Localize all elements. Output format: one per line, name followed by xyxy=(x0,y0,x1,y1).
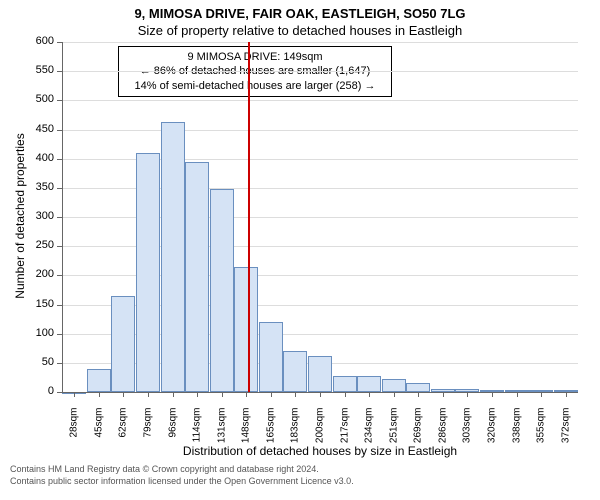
x-tick xyxy=(418,392,419,397)
y-tick-label: 200 xyxy=(24,268,54,280)
x-tick xyxy=(443,392,444,397)
y-tick-label: 600 xyxy=(24,35,54,47)
x-tick-label: 96sqm xyxy=(167,408,178,448)
footer-attribution: Contains HM Land Registry data © Crown c… xyxy=(10,464,354,487)
x-tick xyxy=(246,392,247,397)
x-tick xyxy=(369,392,370,397)
x-tick xyxy=(566,392,567,397)
title-address: 9, MIMOSA DRIVE, FAIR OAK, EASTLEIGH, SO… xyxy=(0,0,600,21)
x-tick xyxy=(517,392,518,397)
y-tick-label: 100 xyxy=(24,327,54,339)
x-tick-label: 200sqm xyxy=(315,408,326,448)
y-tick-label: 450 xyxy=(24,123,54,135)
y-tick-label: 50 xyxy=(24,356,54,368)
y-gridline xyxy=(62,71,578,72)
x-tick xyxy=(345,392,346,397)
x-tick-label: 148sqm xyxy=(241,408,252,448)
y-tick-label: 500 xyxy=(24,93,54,105)
x-tick-label: 303sqm xyxy=(462,408,473,448)
y-axis-line xyxy=(62,42,63,392)
y-tick-label: 400 xyxy=(24,152,54,164)
x-tick-label: 234sqm xyxy=(364,408,375,448)
y-gridline xyxy=(62,42,578,43)
y-tick-label: 550 xyxy=(24,64,54,76)
x-tick-label: 269sqm xyxy=(413,408,424,448)
x-tick-label: 355sqm xyxy=(536,408,547,448)
title-subtitle: Size of property relative to detached ho… xyxy=(0,21,600,38)
histogram-bar xyxy=(406,383,430,392)
histogram-bar xyxy=(333,376,357,392)
x-tick-label: 45sqm xyxy=(93,408,104,448)
x-tick xyxy=(74,392,75,397)
reference-vline xyxy=(248,42,250,392)
footer-line1: Contains HM Land Registry data © Crown c… xyxy=(10,464,354,476)
x-tick xyxy=(173,392,174,397)
y-tick-label: 300 xyxy=(24,210,54,222)
histogram-bar xyxy=(259,322,283,392)
x-tick-label: 62sqm xyxy=(118,408,129,448)
histogram-bar xyxy=(87,369,111,392)
x-tick-label: 286sqm xyxy=(437,408,448,448)
x-tick-label: 338sqm xyxy=(511,408,522,448)
x-tick xyxy=(541,392,542,397)
x-tick-label: 28sqm xyxy=(69,408,80,448)
x-tick-label: 372sqm xyxy=(560,408,571,448)
histogram-bar xyxy=(210,189,234,392)
x-tick xyxy=(99,392,100,397)
histogram-bar xyxy=(161,122,185,392)
x-tick-label: 114sqm xyxy=(192,408,203,448)
histogram-bar xyxy=(283,351,307,392)
x-tick-label: 251sqm xyxy=(388,408,399,448)
histogram-bar xyxy=(308,356,332,392)
x-tick-label: 217sqm xyxy=(339,408,350,448)
x-tick-label: 165sqm xyxy=(265,408,276,448)
y-gridline xyxy=(62,100,578,101)
histogram-bar xyxy=(357,376,381,392)
x-tick xyxy=(148,392,149,397)
x-tick xyxy=(271,392,272,397)
x-tick xyxy=(123,392,124,397)
x-tick xyxy=(295,392,296,397)
x-tick xyxy=(222,392,223,397)
annotation-line3: 14% of semi-detached houses are larger (… xyxy=(125,79,385,93)
x-tick-label: 183sqm xyxy=(290,408,301,448)
y-gridline xyxy=(62,130,578,131)
y-tick-label: 250 xyxy=(24,239,54,251)
x-tick-label: 131sqm xyxy=(216,408,227,448)
y-tick-label: 150 xyxy=(24,298,54,310)
x-tick-label: 79sqm xyxy=(143,408,154,448)
x-tick xyxy=(320,392,321,397)
footer-line2: Contains public sector information licen… xyxy=(10,476,354,488)
x-tick xyxy=(394,392,395,397)
x-tick-label: 320sqm xyxy=(487,408,498,448)
histogram-bar xyxy=(111,296,135,392)
histogram-bar xyxy=(382,379,406,392)
annotation-line1: 9 MIMOSA DRIVE: 149sqm xyxy=(125,50,385,64)
chart-container: 9, MIMOSA DRIVE, FAIR OAK, EASTLEIGH, SO… xyxy=(0,0,600,500)
histogram-bar xyxy=(234,267,258,392)
x-tick xyxy=(467,392,468,397)
x-tick xyxy=(197,392,198,397)
histogram-bar xyxy=(136,153,160,392)
histogram-bar xyxy=(185,162,209,392)
y-tick-label: 350 xyxy=(24,181,54,193)
x-tick xyxy=(492,392,493,397)
y-tick-label: 0 xyxy=(24,385,54,397)
